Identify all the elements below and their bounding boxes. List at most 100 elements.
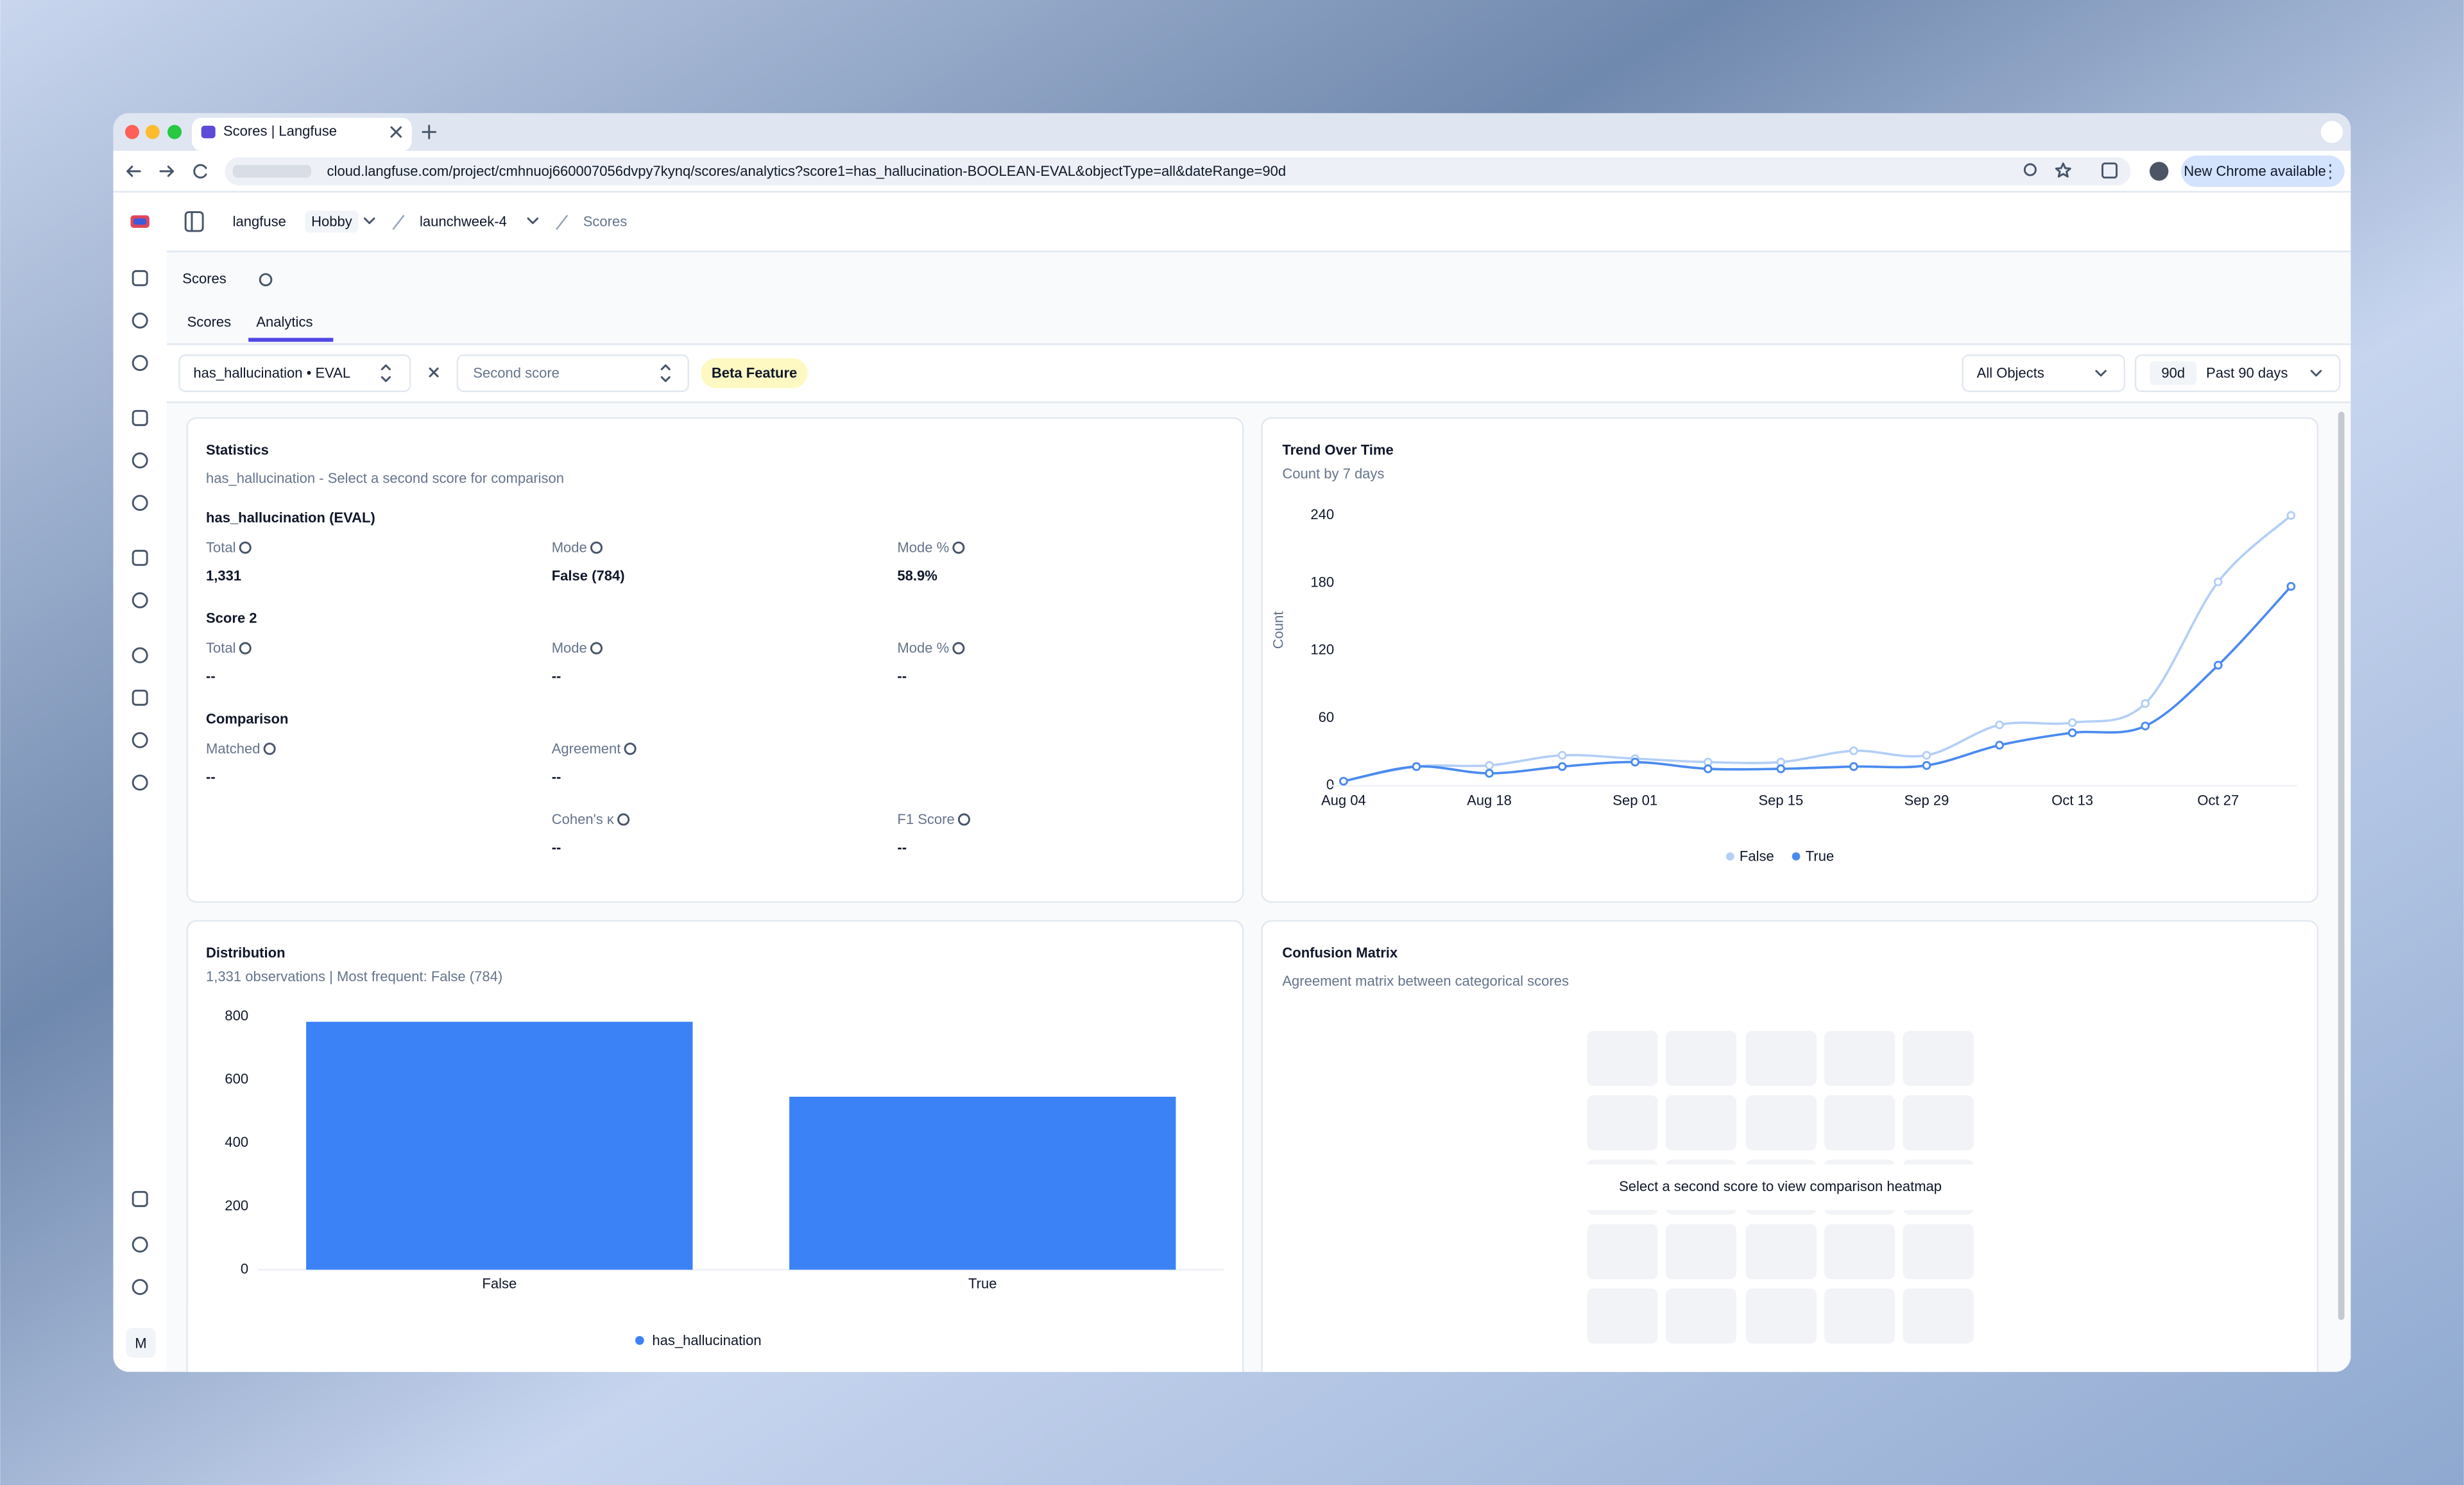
legend-label[interactable]: False bbox=[1740, 848, 1774, 864]
nav-icon[interactable] bbox=[132, 409, 148, 426]
stat-value: -- bbox=[897, 668, 907, 684]
data-point bbox=[2286, 581, 2296, 591]
site-info[interactable] bbox=[232, 165, 312, 178]
nav-icon[interactable] bbox=[132, 1190, 148, 1207]
stat-label: Mode bbox=[552, 539, 587, 555]
org-name[interactable]: langfuse bbox=[233, 213, 286, 229]
info-icon[interactable] bbox=[259, 273, 273, 287]
legend-label[interactable]: True bbox=[1806, 848, 1834, 864]
data-point bbox=[2141, 699, 2150, 708]
placeholder-cell bbox=[1903, 1095, 1974, 1151]
score2-select[interactable] bbox=[456, 354, 689, 392]
tab-favicon bbox=[201, 125, 216, 139]
legend-label[interactable]: has_hallucination bbox=[652, 1332, 761, 1348]
range-value: Past 90 days bbox=[2206, 365, 2288, 381]
y-tick-label: 800 bbox=[225, 1008, 248, 1024]
forward-button[interactable] bbox=[159, 166, 175, 177]
user-avatar[interactable] bbox=[126, 1328, 156, 1358]
clear-button[interactable] bbox=[429, 367, 439, 377]
object-select[interactable] bbox=[1962, 354, 2126, 392]
help-icon[interactable] bbox=[263, 742, 276, 755]
help-icon[interactable] bbox=[624, 742, 637, 755]
data-point bbox=[1630, 757, 1640, 767]
browser-window: Scores | Langfuse cloud.langfuse.com/pro… bbox=[113, 113, 2351, 1372]
help-icon[interactable] bbox=[957, 813, 971, 826]
data-point bbox=[1412, 762, 1421, 771]
data-point bbox=[2286, 511, 2296, 520]
stat-label: Matched bbox=[206, 741, 260, 757]
breadcrumb-separator bbox=[392, 214, 405, 230]
profile-icon[interactable] bbox=[2150, 162, 2169, 181]
data-point bbox=[2067, 718, 2077, 727]
nav-icon[interactable] bbox=[132, 549, 148, 566]
minimize-button[interactable] bbox=[145, 124, 160, 139]
placeholder-cell bbox=[1903, 1288, 1974, 1344]
tab[interactable]: Scores bbox=[187, 314, 232, 330]
y-tick-label: 60 bbox=[1319, 709, 1335, 725]
trend-card bbox=[1261, 417, 2319, 903]
placeholder-cell bbox=[1824, 1288, 1895, 1344]
nav-icon[interactable] bbox=[132, 495, 148, 511]
nav-icon[interactable] bbox=[132, 774, 148, 791]
nav-icon[interactable] bbox=[132, 647, 148, 664]
nav-icon[interactable] bbox=[132, 732, 148, 748]
nav-icon[interactable] bbox=[132, 270, 148, 286]
url: cloud.langfuse.com/project/cmhnuoj660007… bbox=[327, 163, 1287, 179]
help-icon[interactable] bbox=[590, 642, 603, 655]
stat-value: -- bbox=[552, 769, 561, 785]
breadcrumb-separator bbox=[556, 214, 569, 230]
card-subtitle: Count by 7 days bbox=[1282, 465, 1384, 481]
sidebar-toggle[interactable] bbox=[184, 211, 204, 232]
extensions-icon[interactable] bbox=[2101, 162, 2118, 179]
help-icon[interactable] bbox=[952, 541, 965, 554]
new-tab[interactable] bbox=[422, 124, 436, 139]
scrollbar[interactable] bbox=[2338, 411, 2345, 1320]
score1-select[interactable] bbox=[178, 354, 411, 392]
page-crumb[interactable]: Scores bbox=[583, 213, 628, 229]
org-chevron[interactable] bbox=[363, 217, 375, 225]
nav-icon[interactable] bbox=[132, 592, 148, 608]
tab-search[interactable] bbox=[2320, 121, 2343, 143]
nav-icon[interactable] bbox=[132, 355, 148, 372]
y-tick-label: 200 bbox=[225, 1197, 248, 1214]
zoom-icon[interactable] bbox=[2023, 163, 2037, 176]
active-tab[interactable] bbox=[191, 117, 412, 151]
placeholder-cell bbox=[1665, 1031, 1737, 1086]
nav-icon[interactable] bbox=[132, 1278, 148, 1295]
placeholder-cell bbox=[1587, 1031, 1658, 1086]
update-button[interactable] bbox=[2181, 155, 2345, 187]
x-tick-label: Sep 01 bbox=[1613, 793, 1657, 809]
placeholder-cell bbox=[1824, 1224, 1895, 1280]
placeholder-cell bbox=[1745, 1031, 1817, 1086]
y-tick-label: 180 bbox=[1310, 574, 1334, 590]
bookmark-icon[interactable] bbox=[2055, 162, 2071, 178]
stat-label: Cohen's κ bbox=[552, 811, 615, 827]
stat-label: Total bbox=[206, 640, 236, 656]
tab-active[interactable]: Analytics bbox=[256, 314, 312, 330]
help-icon[interactable] bbox=[617, 813, 630, 826]
zoom-button[interactable] bbox=[167, 124, 182, 139]
close-button[interactable] bbox=[124, 124, 139, 139]
x-tick-label: True bbox=[968, 1276, 997, 1292]
back-button[interactable] bbox=[126, 166, 141, 177]
nav-icon[interactable] bbox=[132, 1236, 148, 1253]
nav-icon[interactable] bbox=[132, 689, 148, 706]
address-bar[interactable] bbox=[225, 157, 2131, 185]
card-title: Confusion Matrix bbox=[1282, 945, 1398, 961]
help-icon[interactable] bbox=[239, 642, 252, 655]
y-tick-label: 0 bbox=[1326, 777, 1334, 793]
tab-close[interactable] bbox=[390, 126, 402, 138]
placeholder-cell bbox=[1587, 1224, 1658, 1280]
help-icon[interactable] bbox=[952, 642, 965, 655]
project-chevron[interactable] bbox=[527, 217, 539, 225]
nav-icon[interactable] bbox=[132, 313, 148, 329]
legend-swatch bbox=[635, 1335, 644, 1345]
nav-icon[interactable] bbox=[132, 452, 148, 468]
help-icon[interactable] bbox=[239, 541, 252, 554]
card-title: Distribution bbox=[206, 945, 286, 961]
placeholder-cell bbox=[1824, 1031, 1895, 1086]
project-name[interactable]: launchweek-4 bbox=[420, 213, 507, 229]
help-icon[interactable] bbox=[590, 541, 603, 554]
reload-button[interactable] bbox=[193, 164, 207, 179]
score1-value: has_hallucination • EVAL bbox=[193, 365, 350, 381]
